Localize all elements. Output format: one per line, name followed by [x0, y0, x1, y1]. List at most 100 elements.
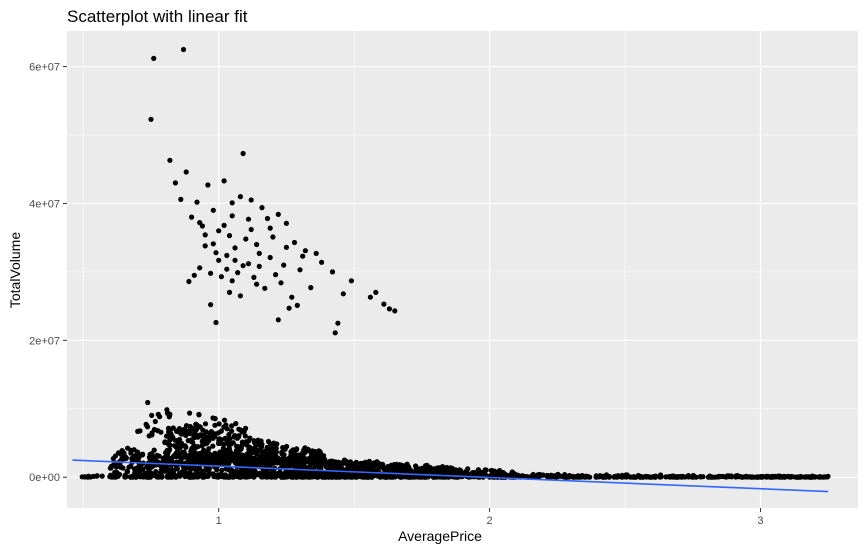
data-point — [306, 455, 312, 461]
chart-title: Scatterplot with linear fit — [67, 7, 248, 26]
data-point — [248, 197, 254, 203]
data-point — [114, 474, 120, 480]
data-point — [169, 433, 175, 439]
data-point — [290, 447, 296, 453]
data-point — [151, 55, 157, 62]
data-point — [138, 463, 144, 469]
data-point — [318, 451, 324, 457]
minor-gridlines — [67, 31, 858, 508]
data-point — [220, 448, 227, 454]
data-point — [278, 280, 284, 286]
data-point — [252, 450, 258, 456]
data-point — [200, 459, 206, 465]
data-point — [564, 473, 570, 480]
data-point — [313, 250, 319, 256]
data-point — [174, 464, 180, 470]
data-point — [611, 474, 617, 480]
data-point — [268, 441, 274, 447]
data-point — [733, 473, 739, 479]
data-point — [221, 417, 228, 423]
data-point — [224, 266, 230, 272]
data-point — [110, 456, 116, 462]
data-point — [603, 473, 609, 480]
data-point — [283, 220, 289, 226]
data-point — [624, 472, 630, 478]
data-point — [166, 414, 172, 420]
x-tick-label: 1 — [216, 515, 222, 527]
data-point — [296, 452, 302, 458]
data-point — [213, 250, 219, 256]
data-point — [183, 432, 189, 438]
data-point — [221, 222, 227, 228]
data-point — [201, 432, 207, 438]
data-point — [235, 457, 241, 464]
data-point — [223, 422, 229, 428]
data-point — [773, 474, 779, 480]
data-point — [281, 452, 287, 458]
data-point — [178, 196, 184, 202]
data-point — [289, 294, 295, 300]
data-point — [302, 248, 308, 254]
data-point — [335, 320, 341, 326]
data-point — [191, 272, 197, 278]
data-point — [218, 428, 224, 434]
data-point — [267, 453, 273, 459]
data-point — [124, 468, 130, 474]
data-point — [234, 443, 240, 449]
data-point — [265, 470, 271, 476]
data-point — [82, 474, 88, 480]
data-point — [297, 267, 303, 273]
data-point — [530, 471, 536, 478]
data-point — [291, 239, 298, 246]
data-point — [268, 458, 275, 464]
data-point — [137, 428, 143, 434]
data-point — [121, 450, 127, 456]
data-point — [700, 474, 706, 480]
data-point — [809, 474, 815, 480]
data-point — [187, 423, 193, 430]
data-point — [149, 412, 155, 418]
data-point — [374, 459, 380, 465]
data-point — [216, 421, 222, 427]
data-point — [229, 213, 235, 219]
data-point — [680, 473, 686, 479]
data-point — [282, 446, 288, 452]
data-point — [212, 416, 218, 422]
data-point — [444, 464, 450, 471]
data-point — [475, 467, 481, 473]
data-point — [286, 305, 292, 311]
data-point — [262, 285, 268, 291]
data-point — [218, 274, 224, 280]
data-point — [570, 473, 576, 479]
data-point — [226, 289, 233, 295]
data-point — [186, 459, 192, 465]
data-point — [657, 474, 663, 480]
data-point — [190, 439, 196, 445]
data-point — [202, 243, 208, 249]
data-point — [363, 463, 370, 469]
data-point — [802, 474, 808, 480]
data-point — [401, 473, 407, 479]
data-point — [337, 464, 343, 470]
data-point — [232, 433, 238, 439]
data-point — [235, 270, 241, 276]
data-point — [321, 474, 327, 480]
data-point — [115, 450, 122, 456]
data-point — [399, 464, 405, 471]
data-point — [502, 471, 508, 477]
data-point — [113, 464, 119, 470]
data-point — [183, 169, 189, 175]
data-point — [404, 461, 410, 467]
data-point — [240, 441, 246, 447]
data-point — [289, 455, 295, 461]
data-point — [445, 469, 451, 475]
data-point — [210, 443, 216, 449]
data-point — [210, 455, 216, 461]
data-point — [204, 459, 210, 465]
data-point — [456, 468, 462, 474]
data-point — [693, 474, 699, 480]
data-point — [281, 262, 287, 268]
data-point — [170, 425, 176, 431]
data-point — [308, 285, 314, 291]
x-axis: 1 2 3 — [216, 508, 764, 527]
